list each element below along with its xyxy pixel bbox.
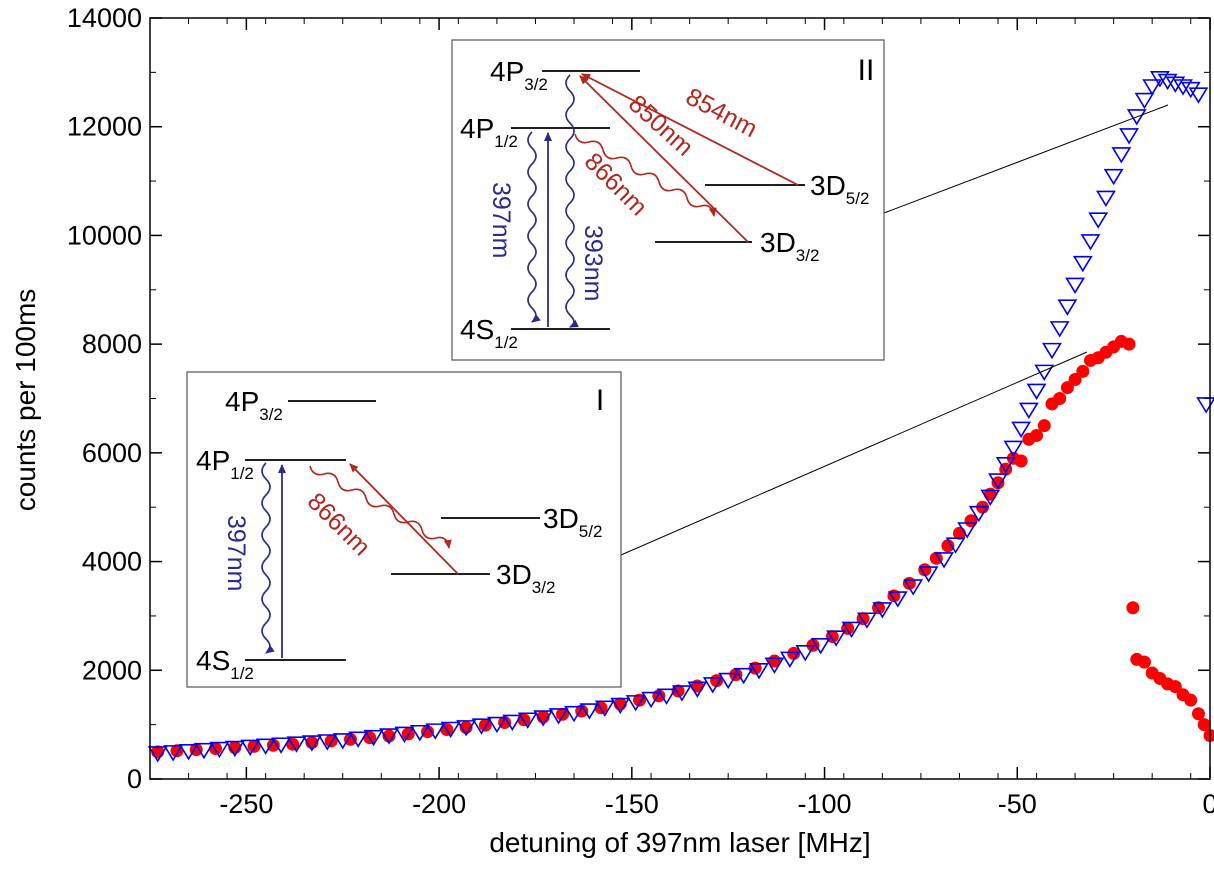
- x-tick-label: -250: [219, 789, 273, 819]
- x-tick-label: -100: [798, 789, 852, 819]
- inset-i-label: I: [596, 384, 604, 417]
- data-point-blue: [1059, 300, 1076, 314]
- data-point-blue: [1198, 398, 1214, 412]
- data-point-blue: [1121, 129, 1138, 143]
- data-point-blue: [1090, 213, 1107, 227]
- x-tick-label: -150: [605, 789, 659, 819]
- data-point-red: [1184, 694, 1197, 707]
- data-point-red: [1076, 365, 1089, 378]
- inset-i: I 4P3/2 4P1/2 3D5/2 3D3/2 4S1/2 397nm 86…: [187, 372, 621, 687]
- label-ii-397nm: 397nm: [487, 182, 515, 258]
- y-tick-label: 10000: [67, 220, 142, 250]
- inset-ii: II 4P3/2 4P1/2 3D5/2 3D3/2 4S1/2 397nm 3…: [452, 40, 884, 360]
- y-tick-label: 2000: [82, 655, 142, 685]
- y-tick-label: 4000: [82, 547, 142, 577]
- data-point-blue: [1136, 94, 1153, 108]
- data-point-blue: [1028, 384, 1045, 398]
- y-tick-label: 0: [127, 764, 142, 794]
- data-point-red: [1038, 419, 1051, 432]
- data-point-blue: [1020, 403, 1037, 417]
- x-tick-label: -200: [412, 789, 466, 819]
- inset-ii-connector: [884, 105, 1168, 213]
- label-ii-393nm: 393nm: [579, 225, 607, 301]
- y-axis-label: counts per 100ms: [10, 289, 41, 512]
- data-point-red: [1015, 455, 1028, 468]
- data-point-red: [1123, 338, 1136, 351]
- x-tick-label: 0: [1202, 789, 1214, 819]
- y-tick-label: 6000: [82, 438, 142, 468]
- data-point-red: [1126, 601, 1139, 614]
- x-tick-label: -50: [998, 789, 1037, 819]
- data-point-blue: [1113, 148, 1130, 162]
- data-point-red: [1053, 392, 1066, 405]
- y-tick-label: 14000: [67, 3, 142, 33]
- data-point-red: [1138, 656, 1151, 669]
- y-tick-label: 8000: [82, 329, 142, 359]
- data-point-blue: [1074, 257, 1091, 271]
- label-397nm: 397nm: [222, 515, 250, 591]
- data-point-blue: [1036, 365, 1053, 379]
- y-tick-label: 12000: [67, 112, 142, 142]
- x-axis-label: detuning of 397nm laser [MHz]: [489, 827, 870, 858]
- data-point-blue: [1082, 235, 1099, 249]
- inset-ii-label: II: [858, 54, 875, 87]
- data-point-blue: [1043, 344, 1060, 358]
- data-point-blue: [1067, 278, 1084, 292]
- data-point-blue: [1051, 322, 1068, 336]
- data-point-blue: [1105, 170, 1122, 184]
- data-point-blue: [1097, 191, 1114, 205]
